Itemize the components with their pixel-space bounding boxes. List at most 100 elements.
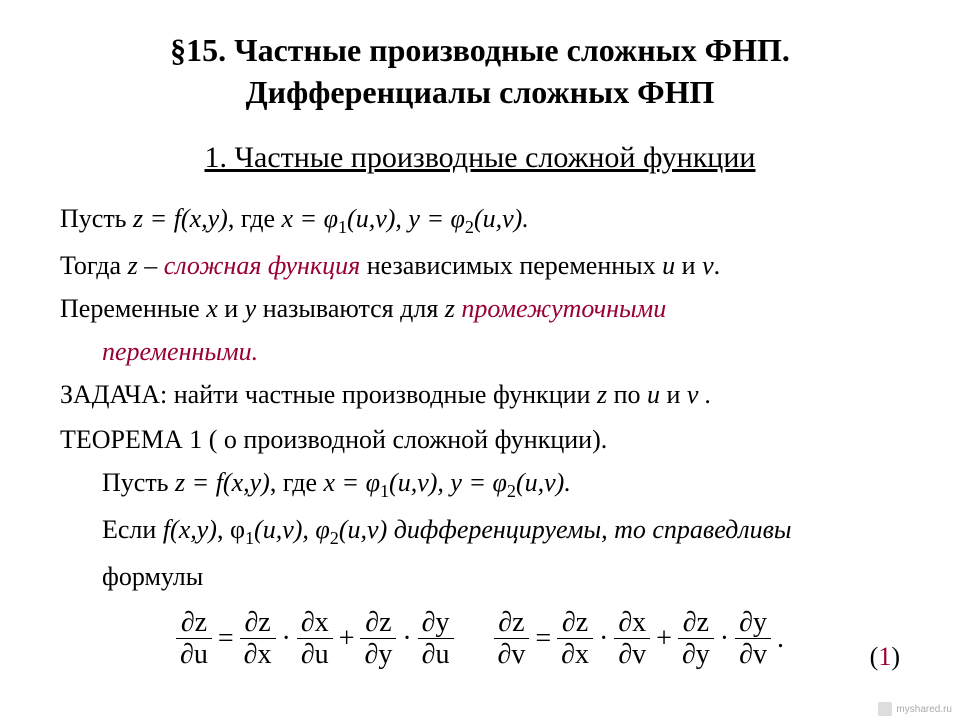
dot-operator: · [402,623,411,655]
theorem-title: ТЕОРЕМА 1 ( о производной сложной функци… [60,422,900,457]
text: по [614,380,647,409]
theorem-line-1: Пусть z = f(x,y), где x = φ1(u,v), y = φ… [60,465,900,504]
numerator: ∂z [240,608,276,639]
denominator: ∂y [360,639,396,669]
text: (u,v). [516,468,571,497]
text: Пусть [60,204,133,233]
footer-icon [878,702,892,716]
equals-sign: = [535,623,551,655]
numerator: ∂z [494,608,530,639]
text: , φ [217,515,245,544]
watermark-footer: myshared.ru [878,702,952,716]
text: z [597,380,614,409]
text: (u,v), φ [254,515,330,544]
formula-row: ∂z∂u = ∂z∂x · ∂x∂u + ∂z∂y · ∂y∂u ∂z∂v = … [60,608,900,670]
title-line-2: Дифференциалы сложных ФНП [246,74,715,110]
text: ЗАДАЧА: найти частные производные функци… [60,380,597,409]
subscript: 2 [507,482,516,502]
text: независимых переменных [360,251,662,280]
text: u [647,380,667,409]
text: (u,v), y = φ [389,468,507,497]
text: , где [228,204,282,233]
theorem-line-3: формулы [60,559,900,594]
dot-operator: · [720,623,729,655]
section-subtitle: 1. Частные производные сложной функции [60,141,900,175]
fraction: ∂z∂y [360,608,396,670]
page-root: §15. Частные производные сложных ФНП. Ди… [0,0,960,720]
text: x = φ [281,204,337,233]
text: x [206,294,224,323]
subscript: 1 [245,528,254,548]
text: v . [687,380,712,409]
denominator: ∂x [557,639,593,669]
paragraph-task: ЗАДАЧА: найти частные производные функци… [60,377,900,412]
paragraph-3b: переменными. [60,334,900,369]
fraction: ∂z∂y [678,608,714,670]
text: Тогда [60,251,128,280]
numerator: ∂y [418,608,454,639]
text: z – [128,251,164,280]
text: (u,v), y = φ [347,204,465,233]
numerator: ∂y [735,608,771,639]
denominator: ∂u [297,639,333,669]
fraction: ∂y∂v [735,608,771,670]
text: z = f(x,y) [133,204,228,233]
text: u [662,251,675,280]
numerator: ∂z [678,608,714,639]
denominator: ∂y [678,639,714,669]
text: x = φ [323,468,379,497]
text: Переменные [60,294,206,323]
denominator: ∂v [735,639,771,669]
title-line-1: §15. Частные производные сложных ФНП. [170,32,790,68]
equation-label: (1) [870,642,900,672]
denominator: ∂u [176,639,212,669]
highlight-term: промежуточными [461,294,666,323]
footer-text: myshared.ru [896,704,952,715]
numerator: ∂x [297,608,333,639]
text: f(x,y) [163,515,217,544]
main-title: §15. Частные производные сложных ФНП. Ди… [60,30,900,113]
paragraph-3: Переменные x и y называются для z промеж… [60,291,900,326]
subscript: 1 [380,482,389,502]
text: ТЕОРЕМА 1 ( о производной сложной функци… [60,425,607,454]
plus-sign: + [339,623,355,655]
dot-operator: · [599,623,608,655]
denominator: ∂u [418,639,454,669]
subscript: 2 [465,217,474,237]
text: , где [270,468,324,497]
equation-1: ∂z∂u = ∂z∂x · ∂x∂u + ∂z∂y · ∂y∂u [176,608,453,670]
text: Если [102,515,163,544]
text: называются для [263,294,445,323]
text: v [702,251,714,280]
numerator: ∂z [176,608,212,639]
numerator: ∂x [614,608,650,639]
denominator: ∂x [240,639,276,669]
text: y [245,294,263,323]
paragraph-2: Тогда z – сложная функция независимых пе… [60,248,900,283]
fraction: ∂z∂u [176,608,212,670]
equation-number: 1 [878,642,891,671]
dot-operator: · [282,623,291,655]
fraction: ∂z∂x [240,608,276,670]
text: . [714,251,721,280]
subscript: 1 [338,217,347,237]
equals-sign: = [218,623,234,655]
numerator: ∂z [557,608,593,639]
text: z = f(x,y) [175,468,270,497]
subscript: 2 [330,528,339,548]
fraction: ∂y∂u [418,608,454,670]
text: и [675,251,702,280]
paren-close: ) [891,642,900,671]
text: (u,v) дифференцируемы, то справедливы [339,515,792,544]
text: и [224,294,244,323]
text: формулы [102,562,203,591]
equation-2: ∂z∂v = ∂z∂x · ∂x∂v + ∂z∂y · ∂y∂v . [494,608,784,670]
text: . [252,337,259,366]
text: z [445,294,462,323]
denominator: ∂v [494,639,530,669]
fraction: ∂x∂v [614,608,650,670]
highlight-term: сложная функция [164,251,361,280]
text: и [666,380,686,409]
period: . [777,623,784,655]
text: Пусть [102,468,175,497]
